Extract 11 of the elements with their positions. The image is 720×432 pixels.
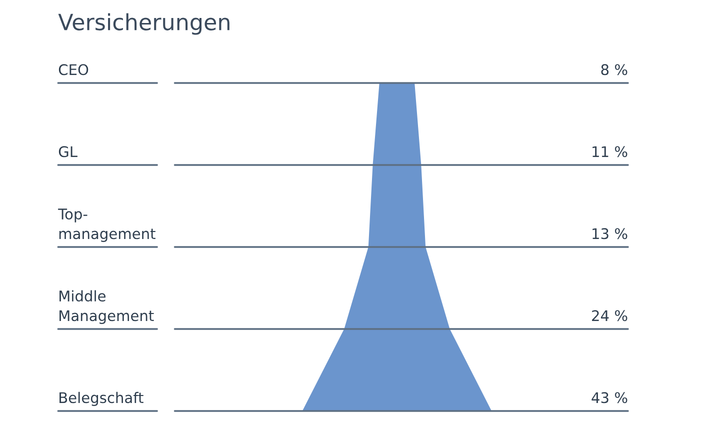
category-label: Top- management xyxy=(58,208,156,242)
data-label: 11 % xyxy=(592,146,628,158)
text: Versicherungen xyxy=(58,13,230,35)
category-label: GL xyxy=(58,146,78,158)
category-label: Middle Management xyxy=(60,290,154,324)
category-label: CEO xyxy=(58,64,88,76)
data-label: 13 % xyxy=(592,228,628,240)
category-label: Belegschaft xyxy=(60,392,144,406)
data-label: 43 % xyxy=(592,392,628,404)
data-label: 8 % xyxy=(601,64,628,76)
data-label: 24 % xyxy=(592,310,628,322)
